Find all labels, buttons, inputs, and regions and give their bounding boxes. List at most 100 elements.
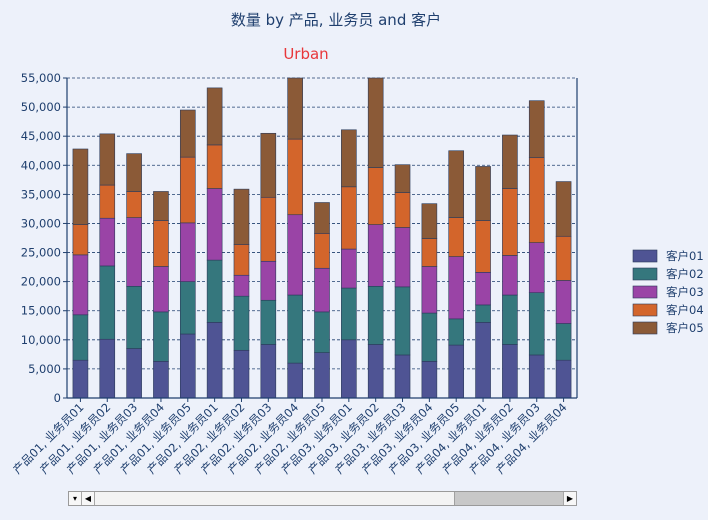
bar-segment bbox=[528, 157, 545, 243]
bar-segment bbox=[502, 134, 518, 189]
bar-segment bbox=[72, 254, 89, 316]
bar-segment bbox=[341, 248, 357, 289]
bar-segment bbox=[179, 222, 196, 282]
bar-segment bbox=[448, 150, 465, 218]
bar-segment bbox=[206, 259, 223, 323]
y-tick-label: 55,000 bbox=[21, 71, 61, 85]
bar-segment bbox=[99, 265, 116, 340]
bar-segment bbox=[206, 188, 223, 261]
bar-segment bbox=[448, 256, 465, 320]
y-tick-label: 35,000 bbox=[21, 187, 61, 201]
bar-segment bbox=[528, 242, 545, 293]
horizontal-scrollbar[interactable]: ▾ ◀ ▶ bbox=[68, 491, 577, 506]
chart-subtitle: Urban bbox=[283, 45, 328, 63]
bar-segment bbox=[394, 286, 411, 356]
bar-segment bbox=[153, 361, 169, 399]
bar-segment bbox=[341, 129, 357, 188]
bar-segment bbox=[528, 354, 545, 399]
legend-swatch bbox=[632, 249, 658, 263]
bar-segment bbox=[233, 295, 250, 351]
legend-label: 客户03 bbox=[666, 285, 704, 299]
legend-label: 客户05 bbox=[666, 321, 704, 335]
bar-segment bbox=[260, 299, 277, 345]
scroll-left-icon[interactable]: ◀ bbox=[82, 492, 95, 505]
bar-segment bbox=[287, 362, 303, 399]
bar-segment bbox=[367, 224, 384, 287]
legend-swatch bbox=[632, 303, 658, 317]
legend-swatch bbox=[632, 321, 658, 335]
bar-segment bbox=[287, 214, 303, 296]
bar-segment bbox=[126, 191, 142, 218]
bar-segment bbox=[421, 238, 438, 267]
scroll-menu-icon[interactable]: ▾ bbox=[69, 492, 82, 505]
bar-segment bbox=[394, 227, 411, 288]
bar-segment bbox=[126, 217, 142, 287]
bar-segment bbox=[260, 196, 277, 262]
bar-segment bbox=[394, 354, 411, 399]
bar-segment bbox=[314, 267, 330, 313]
legend-label: 客户01 bbox=[666, 249, 704, 263]
bar-segment bbox=[502, 255, 518, 296]
bar-segment bbox=[475, 166, 491, 221]
bar-segment bbox=[99, 133, 116, 186]
bar-segment bbox=[475, 304, 491, 323]
bar-segment bbox=[206, 87, 223, 146]
y-tick-label: 45,000 bbox=[21, 129, 61, 143]
bar-segment bbox=[448, 318, 465, 346]
y-tick-label: 5,000 bbox=[28, 362, 61, 376]
bar-segment bbox=[394, 164, 411, 193]
bar-segment bbox=[179, 156, 196, 224]
bar-segment bbox=[555, 359, 572, 399]
chart-title: 数量 by 产品, 业务员 and 客户 bbox=[231, 11, 441, 29]
bar-segment bbox=[153, 191, 169, 221]
bar-segment bbox=[502, 344, 518, 399]
bar-segment bbox=[72, 224, 89, 256]
bar-segment bbox=[528, 292, 545, 356]
scrollbar-thumb[interactable] bbox=[454, 492, 563, 505]
bar-segment bbox=[475, 322, 491, 399]
y-tick-label: 20,000 bbox=[21, 275, 61, 289]
bar-segment bbox=[72, 148, 89, 225]
bar-segment bbox=[233, 244, 250, 276]
bar-segment bbox=[367, 167, 384, 225]
bar-segment bbox=[126, 285, 142, 349]
bar-segment bbox=[153, 220, 169, 267]
bar-segment bbox=[233, 188, 250, 245]
y-tick-label: 25,000 bbox=[21, 246, 61, 260]
bar-segment bbox=[99, 217, 116, 267]
bar-segment bbox=[126, 348, 142, 399]
bar-segment bbox=[233, 274, 250, 297]
legend-swatch bbox=[632, 267, 658, 281]
bar-segment bbox=[260, 344, 277, 399]
bar-segment bbox=[394, 192, 411, 228]
bar-segment bbox=[502, 294, 518, 345]
bar-segment bbox=[367, 77, 384, 168]
y-tick-label: 30,000 bbox=[21, 216, 61, 230]
bar-segment bbox=[528, 100, 545, 159]
scroll-right-icon[interactable]: ▶ bbox=[563, 492, 576, 505]
y-axis-ticks: 0 5,000 10,000 15,000 20,000 25,000 30,000 35,0… bbox=[21, 71, 67, 405]
y-tick-label: 50,000 bbox=[21, 100, 61, 114]
legend-swatch bbox=[632, 285, 658, 299]
legend: 客户01 客户02 客户03 客户04 客户05 bbox=[632, 249, 704, 335]
bar-segment bbox=[314, 233, 330, 269]
bar-segment bbox=[502, 188, 518, 256]
bar-segment bbox=[367, 285, 384, 345]
bar-segment bbox=[555, 181, 572, 237]
bar-segment bbox=[421, 266, 438, 314]
bar-segment bbox=[555, 235, 572, 281]
bar-segment bbox=[179, 281, 196, 335]
bar-segment bbox=[287, 138, 303, 216]
bar-segment bbox=[260, 260, 277, 301]
bar-segment bbox=[314, 311, 330, 353]
bar-segment bbox=[448, 344, 465, 399]
bar-segment bbox=[153, 311, 169, 362]
bar-segment bbox=[72, 359, 89, 399]
bar-segment bbox=[448, 217, 465, 257]
bar-segment bbox=[475, 272, 491, 306]
y-tick-label: 15,000 bbox=[21, 304, 61, 318]
bar-segment bbox=[341, 287, 357, 341]
bar-segment bbox=[475, 220, 491, 273]
